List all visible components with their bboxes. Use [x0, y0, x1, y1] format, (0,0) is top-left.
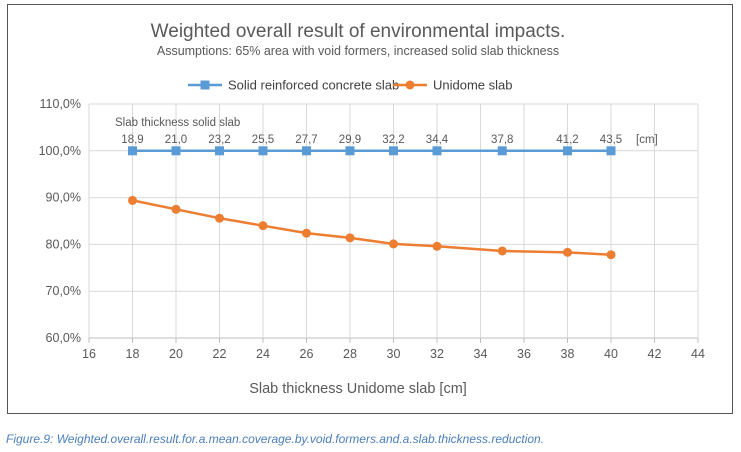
annotation-value: 21,0: [165, 134, 187, 146]
chart-frame: Weighted overall result of environmental…: [7, 4, 733, 414]
chart-subtitle: Assumptions: 65% area with void formers,…: [157, 44, 559, 58]
annotation-unit: [cm]: [636, 134, 658, 146]
x-tick-label: 16: [82, 347, 96, 361]
data-point: [215, 146, 224, 156]
annotation-value: 32,2: [382, 134, 404, 146]
annotation-value: 25,5: [252, 134, 274, 146]
x-tick-label: 30: [387, 347, 401, 361]
x-tick-label: 18: [126, 347, 140, 361]
x-tick-label: 40: [604, 347, 618, 361]
annotation-value: 34,4: [426, 134, 449, 146]
data-point: [302, 146, 311, 156]
data-point: [606, 146, 616, 156]
line-chart: Weighted overall result of environmental…: [39, 21, 705, 397]
data-point: [497, 246, 507, 256]
y-tick-label: 70,0%: [46, 284, 81, 298]
annotation-value: 37,8: [491, 134, 513, 146]
x-tick-label: 26: [300, 347, 314, 361]
data-point: [345, 233, 355, 243]
x-tick-label: 20: [169, 347, 183, 361]
y-tick-label: 80,0%: [46, 237, 81, 251]
x-tick-label: 32: [430, 347, 444, 361]
data-point: [563, 247, 572, 257]
data-point: [171, 204, 181, 214]
data-point: [171, 146, 181, 156]
series-group: [128, 146, 616, 260]
annotation-value: 41,2: [556, 134, 578, 146]
annotation-value: 29,9: [339, 134, 361, 146]
data-point: [389, 239, 398, 249]
data-point: [389, 146, 398, 156]
data-point: [345, 146, 355, 156]
y-tick-label: 100,0%: [39, 144, 81, 158]
legend-marker: [405, 80, 415, 90]
x-tick-label: 44: [691, 347, 705, 361]
data-point: [497, 146, 507, 156]
annotation-value: 23,2: [208, 134, 230, 146]
y-tick-label: 110,0%: [40, 97, 81, 111]
x-axis-title: Slab thickness Unidome slab [cm]: [249, 381, 467, 397]
data-point: [128, 146, 137, 156]
legend-marker: [200, 80, 210, 90]
legend-label: Solid reinforced concrete slab: [228, 78, 399, 93]
y-tick-label: 60,0%: [46, 331, 81, 345]
y-axis-ticks: 60,0% 70,0% 80,0% 90,0% 100,0% 110,0%: [39, 97, 81, 345]
data-point: [128, 195, 137, 205]
x-tick-label: 24: [256, 347, 270, 361]
data-point: [563, 146, 572, 156]
figure-caption: Figure.9: Weighted.overall.result.for.a.…: [6, 432, 545, 446]
data-point: [432, 241, 442, 251]
x-tick-label: 28: [343, 347, 357, 361]
x-tick-label: 34: [474, 347, 488, 361]
data-point: [258, 146, 268, 156]
y-tick-label: 90,0%: [46, 191, 81, 205]
chart-title: Weighted overall result of environmental…: [151, 21, 566, 42]
data-point: [432, 146, 442, 156]
legend: Solid reinforced concrete slab Unidome sl…: [188, 78, 513, 93]
x-tick-label: 38: [561, 347, 575, 361]
annotation-value: 27,7: [295, 134, 317, 146]
data-point: [606, 250, 616, 260]
data-point: [215, 213, 224, 223]
annotation-label: Slab thickness solid slab: [115, 117, 240, 129]
solid-slab-thickness-annotation: Slab thickness solid slab 18,9 21,0 23,2 25…: [115, 117, 658, 146]
series-2: [128, 195, 616, 260]
annotation-value: 43,5: [600, 134, 622, 146]
series-line: [132, 199, 612, 256]
x-tick-label: 42: [648, 347, 662, 361]
data-point: [302, 228, 311, 238]
annotation-value: 18,9: [121, 134, 143, 146]
x-tick-label: 36: [517, 347, 531, 361]
x-tick-label: 22: [213, 347, 227, 361]
legend-label: Unidome slab: [433, 78, 513, 93]
x-axis-ticks: 16 18 20 22 24 26 28 30 32 34 36 38 40 42 44: [82, 347, 705, 361]
series-1: [128, 146, 616, 156]
data-point: [258, 221, 268, 231]
